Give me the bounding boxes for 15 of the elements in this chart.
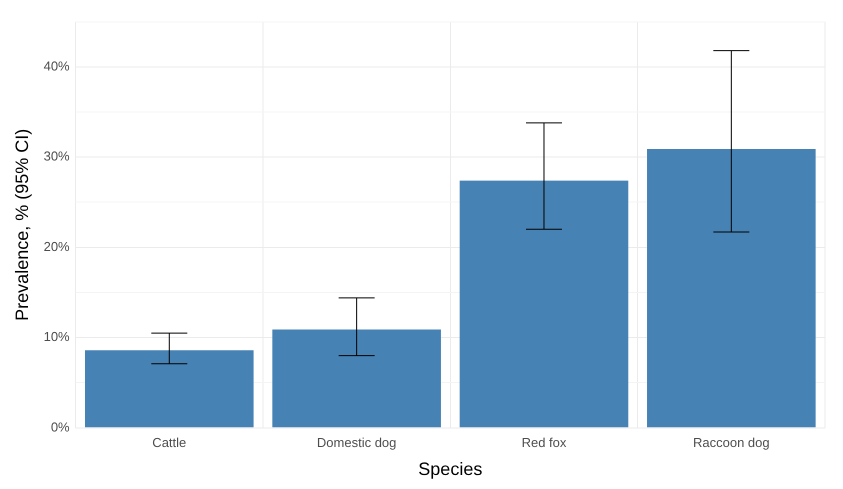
y-tick-label: 10% (44, 329, 70, 344)
bar (272, 329, 441, 428)
bar (460, 180, 628, 428)
x-tick-label: Cattle (152, 435, 186, 450)
bar (84, 350, 254, 428)
x-tick-label: Domestic dog (316, 435, 396, 450)
y-axis-title: Prevalence, % (95% CI) (12, 128, 32, 321)
y-tick-label: 30% (44, 148, 70, 164)
y-tick-label: 0% (50, 419, 70, 434)
x-tick-label: Red fox (522, 435, 567, 450)
x-axis-title: Species (418, 459, 482, 480)
y-tick-label: 40% (44, 58, 70, 74)
y-tick-label: 20% (44, 238, 70, 254)
bar (647, 149, 816, 428)
x-tick-label: Raccoon dog (693, 435, 770, 450)
